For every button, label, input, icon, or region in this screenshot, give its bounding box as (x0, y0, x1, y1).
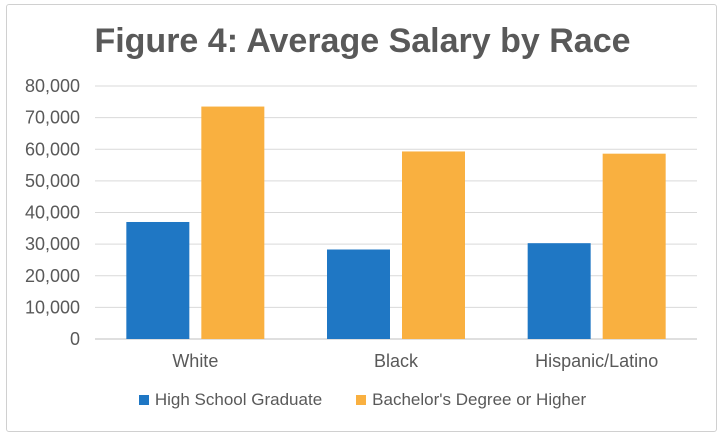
legend-item-high-school: High School Graduate (138, 390, 323, 410)
y-tick-label: 20,000 (25, 266, 80, 286)
y-tick-label: 50,000 (25, 171, 80, 191)
legend-swatch-bachelors (356, 395, 367, 405)
chart-legend: High School Graduate Bachelor's Degree o… (0, 390, 725, 410)
bar-bachelors (602, 153, 666, 339)
bar-bachelors (201, 106, 265, 340)
x-tick-label: White (172, 351, 218, 371)
y-tick-label: 30,000 (25, 234, 80, 254)
bar-bachelors (402, 151, 465, 339)
y-tick-label: 70,000 (25, 108, 80, 128)
bar-high-school (327, 249, 390, 339)
y-tick-label: 80,000 (25, 76, 80, 96)
bar-high-school (527, 243, 591, 339)
legend-swatch-high-school (138, 395, 149, 405)
legend-label-bachelors: Bachelor's Degree or Higher (372, 390, 587, 409)
y-tick-label: 60,000 (25, 139, 80, 159)
legend-label-high-school: High School Graduate (154, 390, 323, 409)
x-tick-label: Hispanic/Latino (535, 351, 658, 371)
chart-title: Figure 4: Average Salary by Race (94, 22, 631, 60)
y-tick-label: 10,000 (25, 297, 80, 317)
x-tick-label: Black (374, 351, 419, 371)
chart-frame (6, 4, 717, 432)
y-tick-label: 40,000 (25, 203, 80, 223)
bar-high-school (126, 221, 190, 339)
y-tick-label: 0 (70, 329, 80, 349)
legend-item-bachelors: Bachelor's Degree or Higher (356, 390, 586, 410)
